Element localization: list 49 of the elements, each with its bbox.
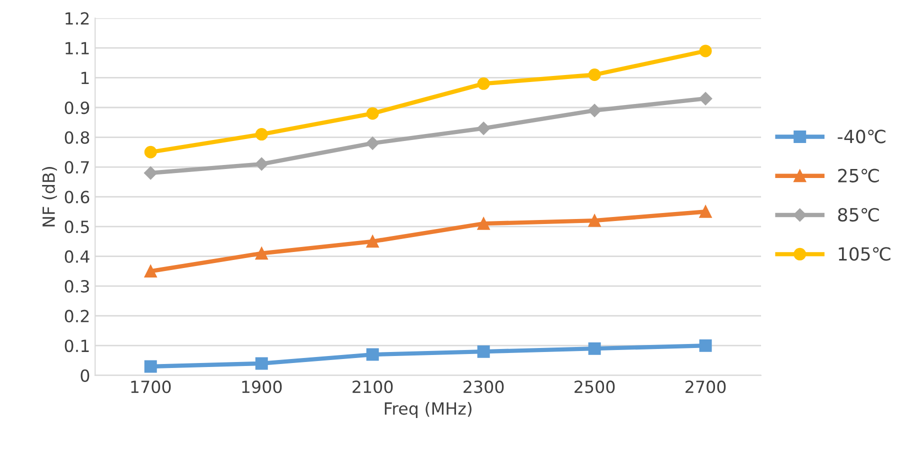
point <box>588 104 602 118</box>
y-tick-label: 0.6 <box>64 190 90 204</box>
point <box>144 146 157 158</box>
legend-label: 105℃ <box>838 247 890 261</box>
y-tick-label: 0.3 <box>64 280 89 293</box>
x-tick-label: 2500 <box>574 380 615 394</box>
point <box>588 214 601 227</box>
point <box>255 128 268 141</box>
x-axis-title: Freq (MHz) <box>384 402 472 418</box>
x-tick-label: 2100 <box>352 380 393 394</box>
point <box>366 136 380 150</box>
y-tick-label: 0.7 <box>64 160 89 174</box>
point <box>698 92 712 106</box>
y-tick-label: 0.8 <box>64 131 90 144</box>
point <box>366 107 379 120</box>
point <box>255 247 268 260</box>
y-tick-label: 0.9 <box>64 101 90 114</box>
point <box>366 348 379 361</box>
point <box>477 77 490 90</box>
point <box>144 166 158 180</box>
x-tick-label: 1700 <box>131 380 171 394</box>
y-tick-label: 0.5 <box>64 220 89 234</box>
point <box>476 122 490 135</box>
point <box>477 217 490 230</box>
y-axis-title: NF (dB) <box>42 167 57 226</box>
y-tick-label: 1.1 <box>66 42 89 54</box>
point <box>588 342 601 355</box>
y-tick-label: 0.4 <box>64 250 90 263</box>
y-tick-label: 0.1 <box>64 340 89 352</box>
legend-label: 25℃ <box>838 168 879 182</box>
x-tick-label: 2300 <box>464 380 504 394</box>
x-tick-label: 1900 <box>242 380 282 394</box>
y-tick-label: 1.2 <box>66 12 89 25</box>
y-tick-label: 1 <box>81 72 89 84</box>
point <box>144 360 157 373</box>
y-tick-label: 0.2 <box>64 310 89 322</box>
legend-label: -40℃ <box>838 130 886 144</box>
point <box>144 264 157 278</box>
y-tick-label: 0 <box>80 369 90 382</box>
point <box>366 235 379 248</box>
point <box>699 339 712 352</box>
point <box>588 68 601 82</box>
point <box>699 44 712 58</box>
point <box>255 157 268 171</box>
point <box>699 205 712 218</box>
legend-label: 85℃ <box>838 208 879 222</box>
point <box>255 357 268 370</box>
point <box>477 345 490 358</box>
x-tick-label: 2700 <box>686 380 726 394</box>
